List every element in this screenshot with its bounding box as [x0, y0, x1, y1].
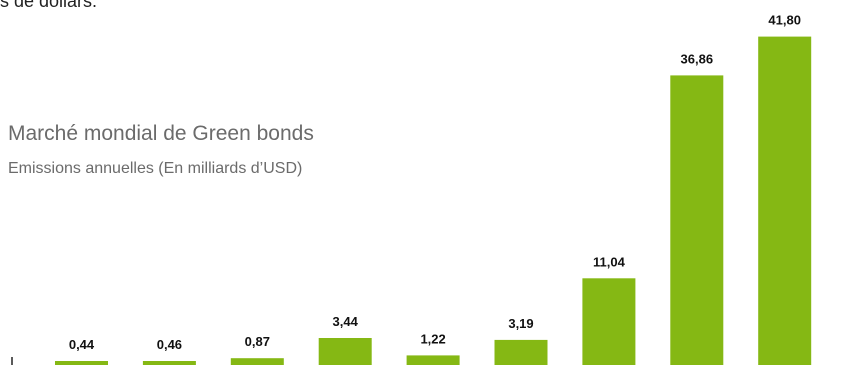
bar-value-label: 11,04	[593, 254, 626, 269]
chart-subtitle: Emissions annuelles (En milliards d’USD)	[8, 160, 303, 177]
bar-value-label: 3,44	[333, 314, 359, 329]
bar	[758, 36, 812, 365]
bar	[55, 361, 108, 365]
bar-value-label: 0,87	[245, 334, 270, 349]
bar-value-label: 41,80	[768, 13, 801, 28]
bar-value-label: 3,19	[508, 316, 533, 331]
bar-value-label: 0,46	[157, 337, 182, 352]
chart-title: Marché mondial de Green bonds	[8, 122, 314, 145]
bar	[582, 278, 636, 365]
clipped-intro-text: s de dollars.	[0, 0, 98, 11]
bar	[142, 361, 196, 365]
bar	[230, 358, 284, 365]
bar	[494, 339, 548, 365]
bar-value-label: 1,22	[420, 331, 445, 346]
bar-value-label: 0,44	[69, 337, 95, 352]
bar	[406, 355, 460, 365]
bars-group: 0,44 0,46 0,87 3,44 1,22 3,19 11,04 36,86 41,80	[55, 13, 812, 365]
bar-value-label: 36,86	[681, 51, 714, 66]
bar	[670, 75, 724, 365]
bar	[318, 338, 372, 365]
